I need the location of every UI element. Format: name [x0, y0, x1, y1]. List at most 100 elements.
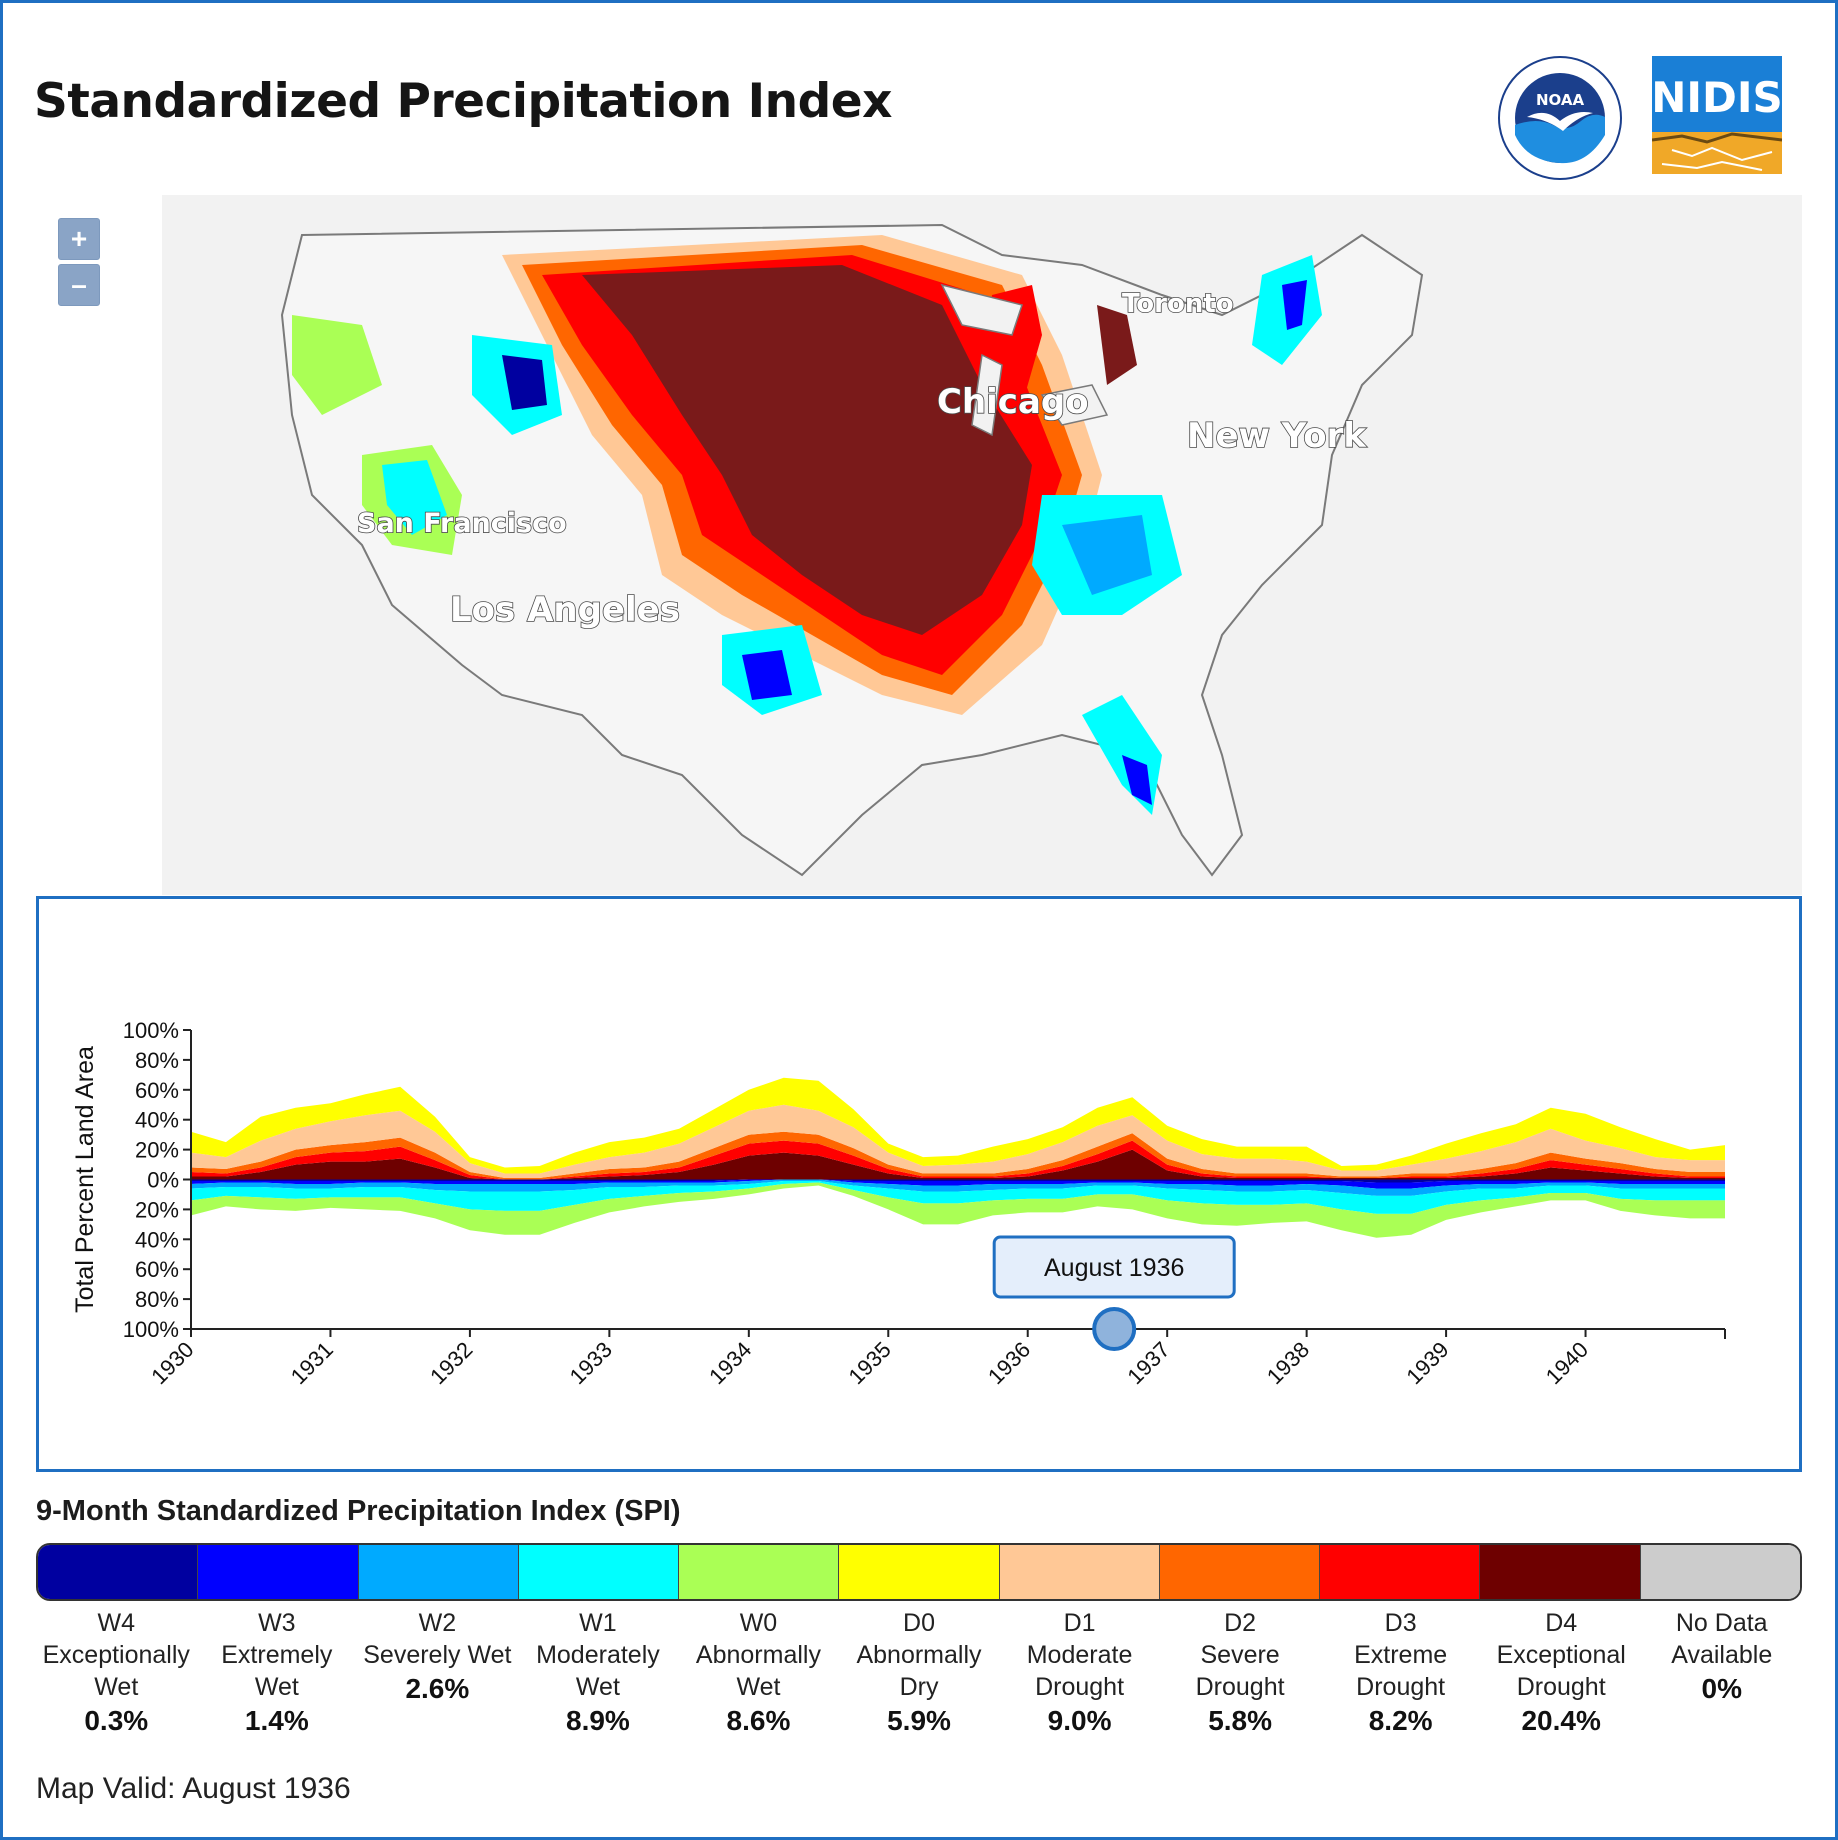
legend-item: D2 Severe Drought 5.8% — [1160, 1607, 1321, 1737]
x-tick-label: 1931 — [286, 1337, 338, 1389]
legend-item: W3 Extremely Wet 1.4% — [197, 1607, 358, 1737]
series-area — [191, 1182, 1725, 1238]
x-tick-label: 1936 — [983, 1337, 1035, 1389]
legend-item-pct: 1.4% — [244, 1705, 309, 1736]
legend-item-pct: 8.6% — [726, 1705, 791, 1736]
map-valid-date: Map Valid: August 1936 — [36, 1772, 351, 1805]
city-label: New York — [1187, 416, 1367, 456]
map-canvas: Toronto Chicago New York San Francisco L… — [162, 195, 1802, 895]
nidis-logo-text: NIDIS — [1652, 73, 1782, 122]
legend-item-name: Severe Drought — [1195, 1641, 1285, 1701]
legend-item-name: Extreme Drought — [1354, 1641, 1448, 1701]
city-label: Toronto — [1122, 289, 1234, 319]
drought-region — [502, 235, 1137, 715]
y-tick-label: 40% — [135, 1108, 179, 1133]
legend-item-pct: 0% — [1701, 1673, 1742, 1704]
y-tick-label: 0% — [147, 1168, 179, 1193]
spi-map[interactable]: Toronto Chicago New York San Francisco L… — [162, 195, 1802, 895]
zoom-out-button[interactable]: – — [58, 264, 100, 306]
legend-swatch — [839, 1545, 1000, 1599]
legend-item-pct: 20.4% — [1521, 1705, 1601, 1736]
legend-item: D1 Moderate Drought 9.0% — [999, 1607, 1160, 1737]
legend-swatch — [1480, 1545, 1641, 1599]
timeline-slider-handle[interactable] — [1092, 1307, 1137, 1351]
great-lakes — [940, 283, 1109, 437]
selected-date-marker[interactable]: August 1936 — [992, 1235, 1236, 1351]
legend-item-code: D0 — [903, 1609, 935, 1637]
zoom-in-button[interactable]: + — [58, 218, 100, 260]
legend-item: W1 Moderately Wet 8.9% — [518, 1607, 679, 1737]
nidis-logo: NIDIS — [1652, 56, 1782, 174]
y-axis-label: Total Percent Land Area — [71, 1046, 99, 1313]
legend-item-pct: 2.6% — [405, 1673, 470, 1704]
city-label: Chicago — [937, 382, 1089, 422]
legend-item: No Data Available 0% — [1641, 1607, 1802, 1737]
legend-swatch — [1640, 1545, 1800, 1599]
legend-item: D4 Exceptional Drought 20.4% — [1481, 1607, 1642, 1737]
city-label: Los Angeles — [450, 590, 680, 630]
legend-item: W0 Abnormally Wet 8.6% — [678, 1607, 839, 1737]
legend-swatch — [1159, 1545, 1321, 1599]
y-tick-label: 80% — [135, 1048, 179, 1073]
legend-item-code: W4 — [97, 1609, 136, 1637]
legend-item-code: W0 — [739, 1609, 778, 1637]
legend-item: W2 Severely Wet 2.6% — [357, 1607, 518, 1737]
legend-swatch — [358, 1545, 519, 1599]
series-area — [191, 1181, 1725, 1214]
legend-item-name: Exceptionally Wet — [42, 1641, 190, 1701]
x-tick-label: 1930 — [146, 1337, 198, 1389]
chart-canvas: 100%80%60%40%20%0%20%40%60%80%100%1930 19… — [71, 1018, 1726, 1389]
x-tick-label: 1933 — [565, 1337, 617, 1389]
legend-title: 9-Month Standardized Precipitation Index… — [36, 1495, 681, 1527]
series-area — [191, 1179, 1725, 1189]
wet-region — [292, 255, 1322, 815]
legend-item-code: No Data — [1675, 1609, 1768, 1637]
y-tick-label: 100% — [123, 1317, 179, 1342]
legend-swatch — [679, 1545, 840, 1599]
legend-item-pct: 0.3% — [84, 1705, 149, 1736]
x-tick-label: 1934 — [704, 1337, 756, 1389]
legend-item-name: Available — [1671, 1641, 1773, 1669]
legend-swatch — [999, 1545, 1160, 1599]
legend-item-pct: 9.0% — [1047, 1705, 1112, 1736]
x-tick-label: 1937 — [1122, 1337, 1174, 1389]
page-title: Standardized Precipitation Index — [34, 74, 892, 129]
noaa-logo-text: NOAA — [1536, 91, 1585, 109]
legend-item-name: Exceptional Drought — [1496, 1641, 1626, 1701]
legend-item-code: D4 — [1545, 1609, 1578, 1637]
legend-color-bar — [36, 1543, 1802, 1601]
legend-item-code: D3 — [1384, 1609, 1417, 1637]
legend-item-pct: 5.8% — [1208, 1705, 1273, 1736]
date-tooltip — [992, 1235, 1236, 1299]
legend-item-code: W1 — [579, 1609, 617, 1637]
noaa-logo: NOAA — [1498, 56, 1622, 180]
legend-item-code: D1 — [1063, 1609, 1096, 1637]
legend-item-code: D2 — [1224, 1609, 1257, 1637]
legend-item-pct: 8.9% — [566, 1705, 630, 1736]
series-area — [191, 1179, 1725, 1196]
x-tick-label: 1935 — [844, 1337, 896, 1389]
series-area — [191, 1149, 1725, 1180]
legend-item-pct: 5.9% — [887, 1705, 951, 1736]
x-tick-label: 1932 — [425, 1337, 477, 1389]
legend-labels: W4 Exceptionally Wet 0.3% W3 Extremely Wet 1.… — [36, 1607, 1802, 1737]
y-tick-label: 40% — [135, 1227, 179, 1252]
y-tick-label: 20% — [135, 1138, 179, 1163]
area-layers — [191, 1077, 1725, 1238]
legend-item-name: Severely Wet — [363, 1641, 512, 1669]
legend-swatch — [198, 1545, 359, 1599]
legend-swatch — [518, 1545, 680, 1599]
y-tick-label: 60% — [135, 1078, 179, 1103]
timeseries-chart[interactable]: 100% 80% 60% 40% 20% 0% 20% 40% 60% 80% 100% 1930 19… — [36, 896, 1802, 1472]
legend-item: D3 Extreme Drought 8.2% — [1320, 1607, 1481, 1737]
legend-swatch — [38, 1545, 199, 1599]
x-tick-label: 1939 — [1401, 1337, 1453, 1389]
legend-item-name: Abnormally Dry — [856, 1641, 982, 1701]
legend-item-name: Abnormally Wet — [695, 1641, 821, 1701]
legend-item-code: W2 — [418, 1609, 457, 1637]
legend-item-name: Moderate Drought — [1026, 1641, 1133, 1701]
legend-swatch — [1320, 1545, 1481, 1599]
legend-item-code: W3 — [258, 1609, 296, 1637]
city-label: San Francisco — [357, 508, 567, 539]
x-tick-label: 1940 — [1541, 1337, 1593, 1389]
